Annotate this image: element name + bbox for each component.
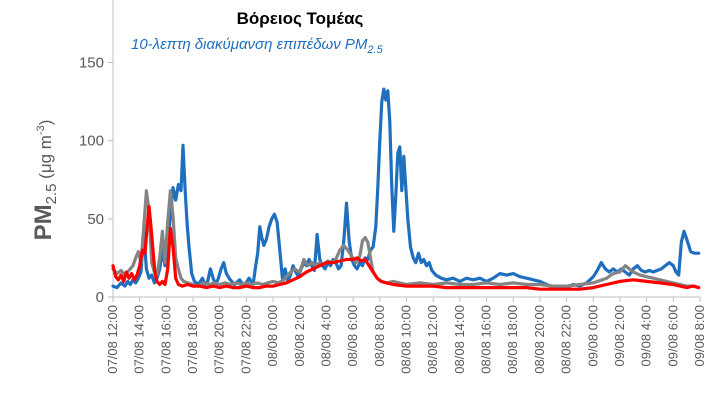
x-tick-label: 08/08 6:00 [345,305,360,366]
x-tick-label: 07/08 12:00 [105,305,120,374]
series-group [111,87,701,291]
x-tick-label: 08/08 8:00 [372,305,387,366]
x-tick-label: 09/08 2:00 [612,305,627,366]
x-tick-label: 07/08 14:00 [132,305,147,374]
y-axis: 0 50 100 150 [79,0,114,306]
x-tick-label: 08/08 18:00 [505,305,520,374]
x-tick-label: 08/08 4:00 [318,305,333,366]
y-tick-label: 50 [87,211,104,228]
x-tick-label: 07/08 22:00 [238,305,253,374]
series-line-3 [111,204,701,291]
x-tick-label: 08/08 20:00 [532,305,547,374]
x-tick-label: 08/08 16:00 [479,305,494,374]
y-tick-label: 0 [96,289,104,306]
series-line-2 [111,189,701,290]
series-line-1 [111,87,701,290]
chart-subtitle: 10-λεπτη διακύμανση επιπέδων PM2.5 [131,36,384,56]
x-tick-label: 08/08 10:00 [399,305,414,374]
x-tick-label: 08/08 14:00 [452,305,467,374]
x-tick-label: 07/08 16:00 [158,305,173,374]
x-tick-label: 09/08 4:00 [639,305,654,366]
x-tick-label: 09/08 8:00 [692,305,707,366]
y-axis-label: PM2.5 (μg m-3) [30,120,60,241]
y-tick-label: 100 [79,133,104,150]
x-axis: 07/08 12:00 07/08 14:00 07/08 16:00 07/08 1… [105,296,707,374]
x-tick-label: 07/08 18:00 [185,305,200,374]
x-tick-label: 08/08 2:00 [292,305,307,366]
x-tick-label: 08/08 22:00 [559,305,574,374]
x-tick-label: 09/08 0:00 [585,305,600,366]
x-tick-label: 07/08 20:00 [212,305,227,374]
x-tick-label: 08/08 0:00 [265,305,280,366]
chart-title: Βόρειος Τομέας [237,9,364,28]
x-tick-label: 08/08 12:00 [425,305,440,374]
x-tick-label: 09/08 6:00 [665,305,680,366]
y-tick-label: 150 [79,55,104,72]
